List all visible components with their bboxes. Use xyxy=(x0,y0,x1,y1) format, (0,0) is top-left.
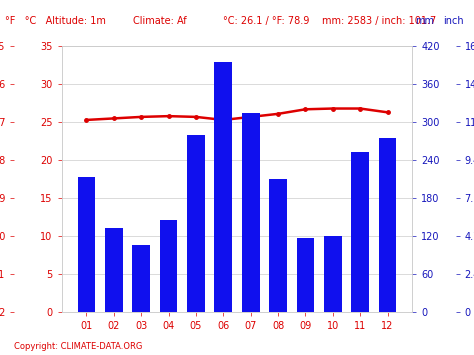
Text: mm: mm xyxy=(415,16,434,26)
Bar xyxy=(269,179,287,312)
Bar xyxy=(78,178,95,312)
Text: inch: inch xyxy=(443,16,464,26)
Bar xyxy=(105,228,123,312)
Bar xyxy=(297,238,314,312)
Bar xyxy=(379,138,396,312)
Bar xyxy=(351,152,369,312)
Bar xyxy=(324,236,342,312)
Text: Climate: Af: Climate: Af xyxy=(133,16,186,26)
Bar xyxy=(214,62,232,312)
Text: °C: 26.1 / °F: 78.9: °C: 26.1 / °F: 78.9 xyxy=(223,16,309,26)
Text: °F   °C   Altitude: 1m: °F °C Altitude: 1m xyxy=(5,16,106,26)
Text: mm: 2583 / inch: 101.7: mm: 2583 / inch: 101.7 xyxy=(322,16,437,26)
Text: Copyright: CLIMATE-DATA.ORG: Copyright: CLIMATE-DATA.ORG xyxy=(14,343,143,351)
Bar xyxy=(242,113,260,312)
Bar xyxy=(132,245,150,312)
Bar xyxy=(160,220,177,312)
Bar xyxy=(187,135,205,312)
